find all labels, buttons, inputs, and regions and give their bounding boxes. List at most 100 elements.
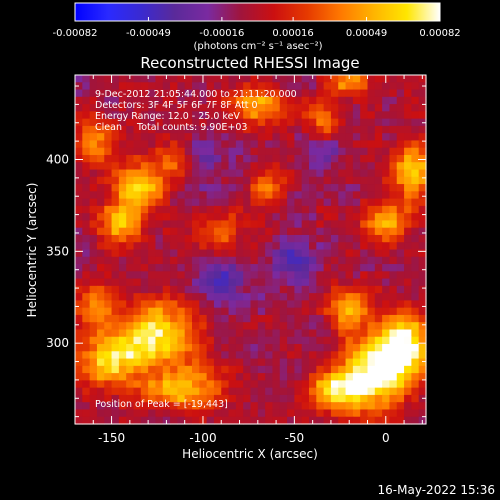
heatmap-cell [133,249,142,258]
heatmap-cell [250,104,259,112]
heatmap-cell [155,82,164,91]
heatmap-cell [382,242,391,251]
heatmap-cell [140,373,149,381]
heatmap-cell [352,176,361,185]
heatmap-cell [257,344,266,352]
heatmap-cell [170,264,178,272]
heatmap-cell [96,154,105,163]
heatmap-cell [140,322,149,331]
heatmap-cell [338,351,347,360]
heatmap-cell [170,278,178,287]
heatmap-cell [177,96,186,105]
heatmap-cell [389,416,398,425]
heatmap-cell [140,300,149,309]
heatmap-cell [411,227,420,236]
heatmap-cell [389,358,398,367]
heatmap-cell [184,111,193,120]
heatmap-cell [243,409,252,418]
heatmap-cell [367,285,376,294]
heatmap-cell [418,162,427,171]
heatmap-cell [279,358,288,367]
heatmap-cell [177,394,186,403]
heatmap-cell [111,169,120,178]
heatmap-cell [228,409,237,418]
heatmap-cell [352,140,361,149]
heatmap-cell [192,176,200,185]
heatmap-cell [330,176,339,185]
heatmap-cell [184,220,193,229]
heatmap-cell [309,82,317,91]
heatmap-cell [184,300,193,309]
heatmap-cell [389,380,398,389]
heatmap-cell [382,147,391,156]
heatmap-cell [272,351,281,360]
heatmap-cell [118,416,127,425]
heatmap-cell [235,256,244,265]
heatmap-cell [140,184,149,192]
heatmap-cell [82,336,91,345]
heatmap-cell [316,125,325,134]
heatmap-cell [228,140,237,149]
heatmap-cell [301,307,310,316]
heatmap-cell [126,242,135,251]
heatmap-cell [360,394,369,403]
heatmap-cell [294,344,303,352]
heatmap-cell [287,344,295,352]
heatmap-cell [287,307,295,316]
heatmap-cell [96,133,105,142]
heatmap-cell [265,293,274,301]
heatmap-cell [192,322,200,331]
heatmap-cell [374,351,383,360]
heatmap-cell [111,365,120,374]
heatmap-cell [301,104,310,112]
heatmap-cell [309,358,317,367]
heatmap-cell [126,402,135,411]
heatmap-cell [104,198,113,207]
heatmap-cell [272,118,281,127]
heatmap-cell [287,227,295,236]
heatmap-cell [126,329,135,338]
heatmap-cell [228,387,237,396]
heatmap-cell [382,176,391,185]
heatmap-cell [411,351,420,360]
heatmap-cell [104,213,113,222]
heatmap-cell [287,125,295,134]
heatmap-cell [104,271,113,280]
heatmap-cell [177,104,186,112]
heatmap-cell [411,162,420,171]
heatmap-cell [192,213,200,222]
heatmap-cell [148,285,157,294]
heatmap-cell [228,213,237,222]
heatmap-cell [309,249,317,258]
heatmap-cell [243,416,252,425]
heatmap-cell [82,75,91,83]
heatmap-cell [265,198,274,207]
heatmap-cell [82,205,91,214]
heatmap-cell [148,373,157,381]
heatmap-cell [206,293,215,301]
heatmap-cell [192,409,200,418]
heatmap-cell [155,162,164,171]
heatmap-cell [360,89,369,98]
heatmap-cell [316,111,325,120]
heatmap-cell [104,82,113,91]
heatmap-cell [250,380,259,389]
heatmap-cell [96,322,105,331]
heatmap-cell [272,285,281,294]
heatmap-cell [96,111,105,120]
heatmap-cell [177,205,186,214]
heatmap-cell [82,104,91,112]
heatmap-cell [82,358,91,367]
heatmap-cell [352,300,361,309]
heatmap-cell [272,329,281,338]
heatmap-cell [148,358,157,367]
heatmap-cell [338,220,347,229]
heatmap-cell [133,322,142,331]
heatmap-cell [177,373,186,381]
heatmap-cell [418,213,427,222]
heatmap-cell [265,416,274,425]
heatmap-cell [243,75,252,83]
heatmap-cell [213,147,222,156]
heatmap-cell [155,387,164,396]
